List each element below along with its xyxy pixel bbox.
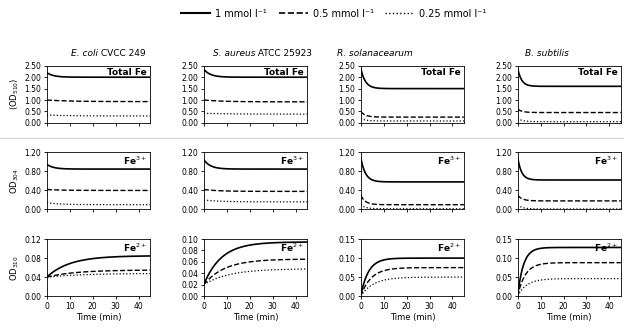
Text: Fe$^{2+}$: Fe$^{2+}$	[593, 241, 618, 254]
Text: Fe$^{3+}$: Fe$^{3+}$	[280, 155, 304, 167]
Text: S. aureus: S. aureus	[213, 49, 255, 58]
Text: Fe$^{2+}$: Fe$^{2+}$	[123, 241, 147, 254]
Text: Total Fe: Total Fe	[421, 68, 461, 77]
Text: Fe$^{3+}$: Fe$^{3+}$	[123, 155, 147, 167]
Text: R. solanacearum: R. solanacearum	[336, 49, 412, 58]
Text: Total Fe: Total Fe	[264, 68, 304, 77]
Legend: 1 mmol l⁻¹, 0.5 mmol l⁻¹, 0.25 mmol l⁻¹: 1 mmol l⁻¹, 0.5 mmol l⁻¹, 0.25 mmol l⁻¹	[177, 5, 490, 23]
Text: ATCC 25923: ATCC 25923	[255, 49, 313, 58]
Y-axis label: OD$_{310}$: OD$_{310}$	[9, 255, 21, 281]
Text: Total Fe: Total Fe	[107, 68, 147, 77]
Y-axis label: (OD$_{510}$): (OD$_{510}$)	[9, 78, 21, 111]
Text: Total Fe: Total Fe	[578, 68, 618, 77]
X-axis label: Time (min): Time (min)	[76, 314, 121, 322]
Text: Fe$^{2+}$: Fe$^{2+}$	[280, 241, 304, 254]
X-axis label: Time (min): Time (min)	[547, 314, 592, 322]
Text: Fe$^{2+}$: Fe$^{2+}$	[437, 241, 461, 254]
Y-axis label: OD$_{304}$: OD$_{304}$	[9, 168, 21, 194]
Text: E. coli: E. coli	[71, 49, 99, 58]
Text: Fe$^{3+}$: Fe$^{3+}$	[593, 155, 618, 167]
X-axis label: Time (min): Time (min)	[233, 314, 278, 322]
Text: B. subtilis: B. subtilis	[525, 49, 569, 58]
X-axis label: Time (min): Time (min)	[389, 314, 435, 322]
Text: Fe$^{3+}$: Fe$^{3+}$	[437, 155, 461, 167]
Text: CVCC 249: CVCC 249	[99, 49, 146, 58]
